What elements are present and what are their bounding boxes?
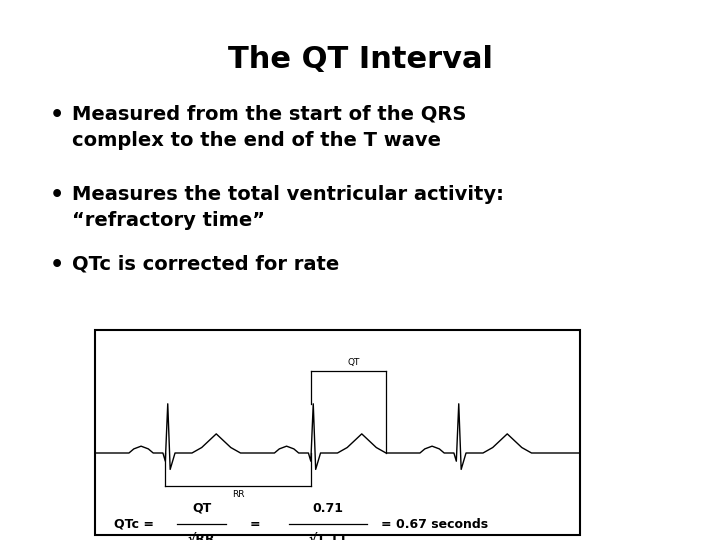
Text: √1.11: √1.11	[308, 534, 348, 540]
Text: QTc =: QTc =	[114, 517, 154, 531]
Text: QT: QT	[347, 358, 359, 367]
Text: The QT Interval: The QT Interval	[228, 45, 492, 74]
Text: •: •	[50, 255, 64, 275]
Text: 0.71: 0.71	[312, 502, 343, 515]
Text: QTc is corrected for rate: QTc is corrected for rate	[72, 255, 339, 274]
Bar	[95, 330, 580, 535]
Text: = 0.67 seconds: = 0.67 seconds	[381, 517, 488, 531]
Text: =: =	[250, 517, 261, 531]
Text: •: •	[50, 185, 64, 205]
Text: √RR: √RR	[188, 534, 215, 540]
Text: •: •	[50, 105, 64, 125]
Text: RR: RR	[232, 490, 244, 499]
Text: QT: QT	[192, 502, 212, 515]
Text: Measures the total ventricular activity:
“refractory time”: Measures the total ventricular activity:…	[72, 185, 504, 230]
Text: Measured from the start of the QRS
complex to the end of the T wave: Measured from the start of the QRS compl…	[72, 105, 467, 150]
